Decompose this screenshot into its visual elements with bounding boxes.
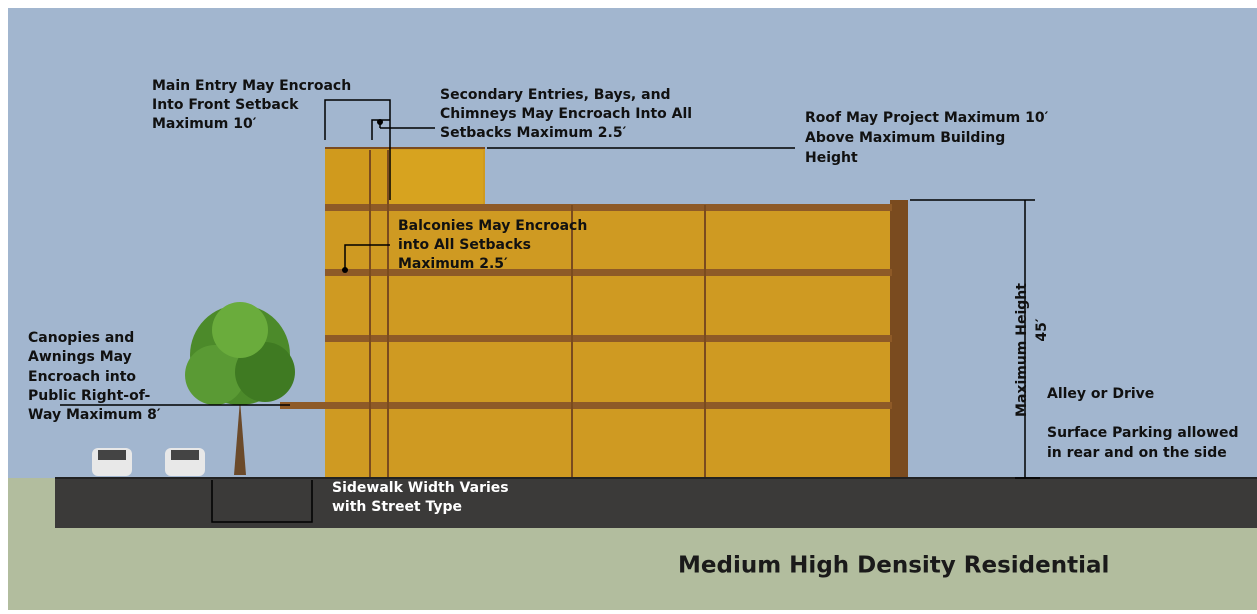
label: Surface Parking allowed: [1047, 425, 1238, 441]
floor-bands: [280, 204, 892, 409]
cars: [92, 448, 205, 476]
label: Canopies and: [28, 330, 134, 346]
tree: [185, 302, 295, 475]
label: Above Maximum Building: [805, 130, 1005, 146]
label: 45′: [1034, 318, 1050, 341]
label: Balconies May Encroach: [398, 218, 587, 234]
dimension-lines: [60, 99, 1040, 523]
road: [55, 478, 1257, 528]
label: Setbacks Maximum 2.5′: [440, 125, 627, 141]
label: Way Maximum 8′: [28, 407, 161, 423]
label: Maximum 10′: [152, 116, 257, 132]
label: Main Entry May Encroach: [152, 78, 351, 94]
label: Chimneys May Encroach Into All: [440, 106, 692, 122]
label: into All Setbacks: [398, 237, 531, 253]
label: Roof May Project Maximum 10′: [805, 110, 1049, 126]
label: Encroach into: [28, 369, 136, 385]
label: Into Front Setback: [152, 97, 299, 113]
label: Maximum 2.5′: [398, 256, 508, 272]
label: Maximum Height: [1014, 283, 1030, 417]
label: Height: [805, 150, 858, 166]
label: Secondary Entries, Bays, and: [440, 87, 671, 103]
roof-column: [890, 200, 908, 478]
bay: [388, 150, 483, 205]
label: with Street Type: [332, 499, 462, 515]
wall-lines: [325, 147, 706, 478]
title: Medium High Density Residential: [678, 553, 1109, 579]
label: Alley or Drive: [1047, 386, 1154, 402]
label: Public Right-of-: [28, 388, 151, 404]
label: Awnings May: [28, 349, 132, 365]
label: Sidewalk Width Varies: [332, 480, 509, 496]
label: in rear and on the side: [1047, 445, 1227, 461]
